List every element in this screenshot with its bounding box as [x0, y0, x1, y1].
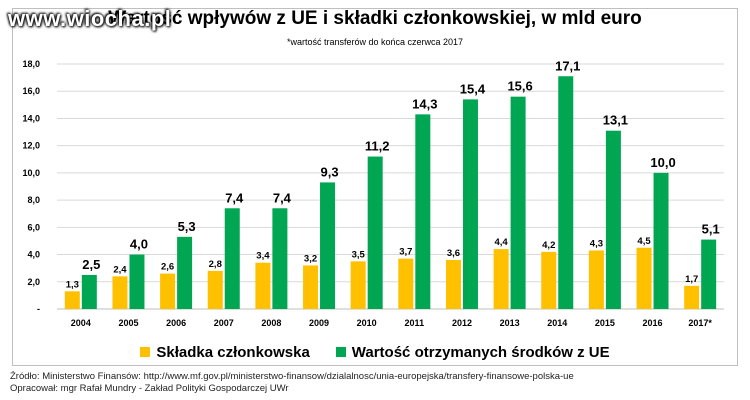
data-label-skladka: 2,8 — [209, 259, 222, 270]
data-label-skladka: 3,2 — [304, 253, 317, 264]
data-label-skladka: 4,4 — [494, 237, 508, 248]
data-label-srodki: 5,3 — [178, 219, 196, 234]
bar-srodki — [272, 208, 288, 309]
x-tick-label: 2005 — [118, 318, 138, 328]
bar-skladka — [541, 251, 557, 309]
bar-skladka — [255, 262, 271, 309]
y-tick-label: 8,0 — [27, 195, 40, 205]
bar-skladka — [64, 291, 80, 309]
x-tick-label: 2013 — [500, 318, 520, 328]
bar-srodki — [462, 99, 478, 309]
data-label-srodki: 7,4 — [225, 190, 244, 205]
y-tick-label: 2,0 — [27, 277, 40, 287]
data-label-skladka: 4,3 — [590, 238, 603, 249]
data-label-srodki: 9,3 — [320, 164, 338, 179]
chart-subtitle: *wartość transferów do końca czerwca 201… — [286, 37, 464, 47]
bar-srodki — [653, 172, 669, 309]
data-label-srodki: 2,5 — [82, 257, 100, 272]
data-label-skladka: 3,6 — [447, 248, 460, 259]
data-label-srodki: 14,3 — [412, 96, 437, 111]
legend-item-srodki: Wartość otrzymanych środków z UE — [335, 343, 610, 361]
bar-srodki — [605, 130, 621, 309]
x-tick-label: 2012 — [452, 318, 472, 328]
data-label-skladka: 1,3 — [66, 279, 79, 290]
legend-label-srodki: Wartość otrzymanych środków z UE — [351, 343, 610, 361]
footer-author: Opracował: mgr Rafał Mundry - Zakład Pol… — [10, 383, 289, 394]
bar-skladka — [493, 249, 509, 309]
x-tick-label: 2007 — [214, 318, 234, 328]
y-tick-label: 16,0 — [22, 86, 40, 96]
bar-srodki — [510, 96, 526, 310]
bar-skladka — [684, 285, 700, 309]
data-label-srodki: 17,1 — [555, 58, 580, 73]
y-tick-label: - — [37, 304, 40, 314]
x-tick-label: 2017* — [688, 318, 712, 328]
y-tick-label: 12,0 — [22, 141, 40, 151]
x-tick-label: 2004 — [71, 318, 91, 328]
x-tick-label: 2010 — [357, 318, 377, 328]
data-label-skladka: 2,4 — [113, 264, 127, 275]
data-label-srodki: 15,6 — [507, 79, 532, 94]
x-tick-label: 2006 — [166, 318, 186, 328]
data-label-srodki: 7,4 — [273, 190, 292, 205]
bar-srodki — [129, 254, 145, 309]
bar-srodki — [558, 76, 574, 309]
legend-swatch-skladka — [140, 347, 151, 357]
bar-srodki — [415, 114, 431, 309]
y-tick-label: 6,0 — [27, 222, 40, 232]
bar-skladka — [445, 260, 461, 309]
x-tick-label: 2009 — [309, 318, 329, 328]
chart-legend: Składka członkowska Wartość otrzymanych … — [0, 342, 750, 362]
data-label-srodki: 5,1 — [702, 222, 720, 237]
x-tick-label: 2016 — [643, 318, 663, 328]
bar-skladka — [112, 276, 128, 309]
bar-srodki — [81, 274, 97, 309]
data-label-srodki: 15,4 — [460, 81, 486, 96]
footer-source: Źródło: Ministerstwo Finansów: http://ww… — [10, 371, 574, 382]
bar-skladka — [207, 270, 223, 309]
bar-srodki — [224, 208, 240, 309]
bar-skladka — [350, 261, 366, 309]
data-label-skladka: 3,7 — [399, 247, 412, 258]
data-label-srodki: 13,1 — [603, 113, 628, 128]
x-tick-label: 2015 — [595, 318, 615, 328]
data-label-skladka: 3,5 — [352, 249, 366, 260]
legend-swatch-srodki — [335, 347, 346, 357]
bar-srodki — [701, 239, 717, 309]
data-label-skladka: 2,6 — [161, 262, 174, 273]
data-label-srodki: 11,2 — [365, 139, 390, 154]
chart-title: Wartość wpływów z UE i składki członkows… — [108, 8, 642, 29]
bar-srodki — [320, 182, 336, 309]
bar-skladka — [303, 265, 319, 309]
data-label-skladka: 3,4 — [256, 251, 270, 262]
data-label-skladka: 4,2 — [542, 240, 555, 251]
bar-srodki — [177, 236, 193, 309]
bar-srodki — [367, 156, 383, 309]
x-tick-label: 2008 — [261, 318, 281, 328]
watermark-logo: www.wiocha.pl — [8, 6, 172, 31]
x-tick-label: 2014 — [547, 318, 567, 328]
y-tick-label: 10,0 — [22, 168, 40, 178]
bar-skladka — [636, 247, 652, 309]
data-label-skladka: 4,5 — [637, 236, 651, 247]
legend-item-skladka: Składka członkowska — [140, 343, 310, 361]
y-tick-label: 4,0 — [27, 250, 40, 260]
y-tick-label: 18,0 — [22, 59, 40, 69]
data-label-srodki: 10,0 — [650, 155, 675, 170]
bar-skladka — [160, 273, 176, 309]
y-tick-label: 14,0 — [22, 113, 40, 123]
x-tick-label: 2011 — [405, 318, 425, 328]
data-label-srodki: 4,0 — [130, 237, 148, 252]
bar-skladka — [398, 258, 414, 309]
legend-label-skladka: Składka członkowska — [156, 343, 310, 361]
footer: Źródło: Ministerstwo Finansów: http://ww… — [10, 371, 574, 395]
bar-skladka — [588, 250, 604, 309]
data-label-skladka: 1,7 — [685, 274, 698, 285]
